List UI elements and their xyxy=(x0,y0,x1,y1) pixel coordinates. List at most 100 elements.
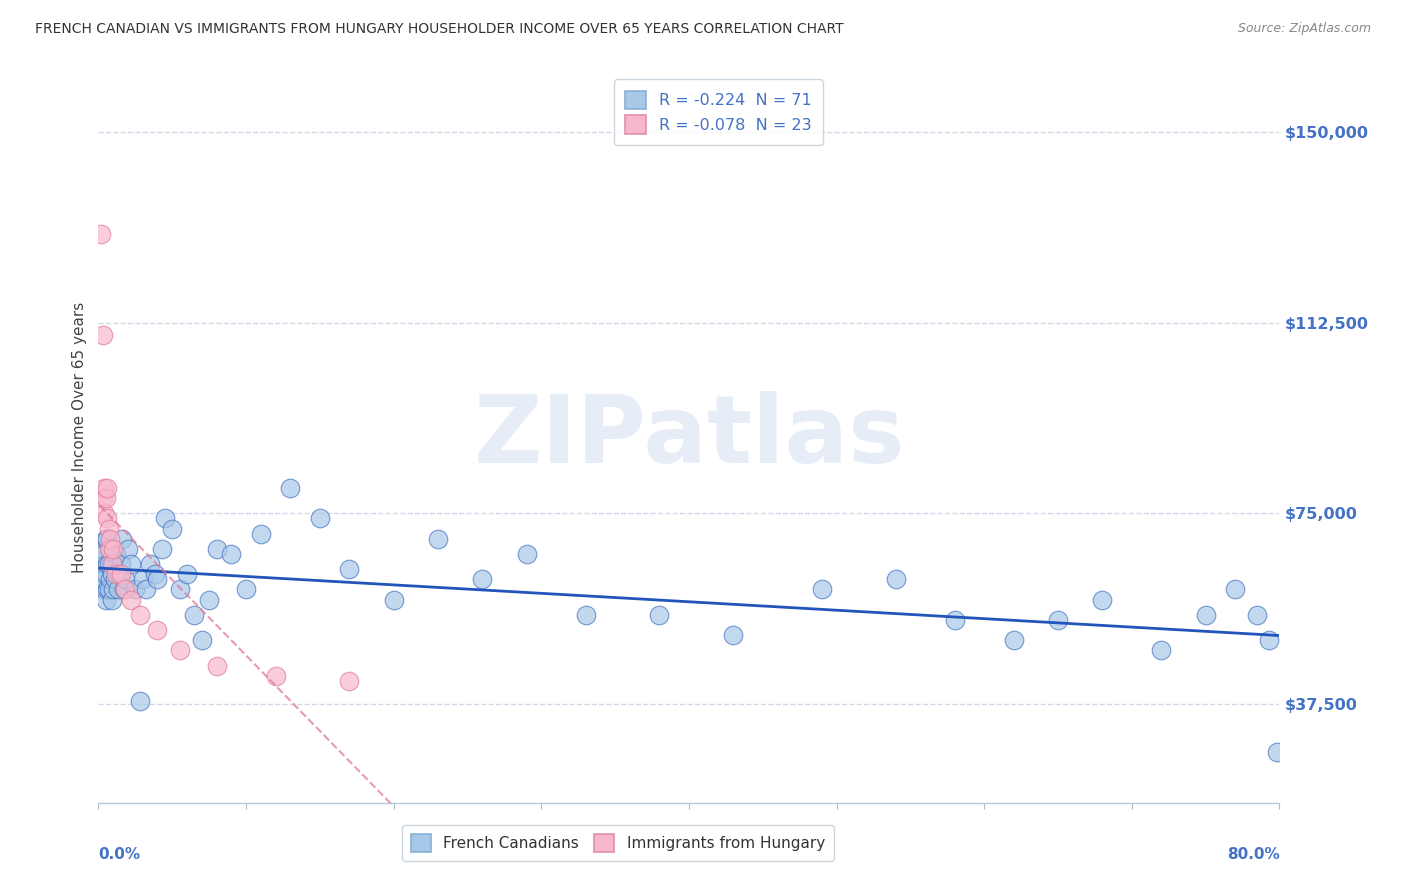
Point xyxy=(264,669,287,683)
Point xyxy=(221,547,243,561)
Text: FRENCH CANADIAN VS IMMIGRANTS FROM HUNGARY HOUSEHOLDER INCOME OVER 65 YEARS CORR: FRENCH CANADIAN VS IMMIGRANTS FROM HUNGA… xyxy=(35,22,844,37)
Point xyxy=(280,481,302,495)
Point xyxy=(105,567,128,582)
Point xyxy=(96,557,118,571)
Point xyxy=(96,481,118,495)
Point xyxy=(104,572,127,586)
Point xyxy=(98,532,121,546)
Point xyxy=(150,541,173,556)
Point xyxy=(98,541,121,556)
Point xyxy=(1195,607,1218,622)
Point xyxy=(205,658,228,673)
Point xyxy=(191,633,214,648)
Point xyxy=(100,567,122,582)
Point xyxy=(810,582,832,597)
Point xyxy=(124,582,146,597)
Point xyxy=(94,491,117,505)
Point xyxy=(250,526,273,541)
Text: ZIPatlas: ZIPatlas xyxy=(474,391,904,483)
Point xyxy=(132,572,155,586)
Point xyxy=(120,557,142,571)
Point xyxy=(146,623,169,637)
Point xyxy=(339,562,361,576)
Point xyxy=(575,607,598,622)
Point xyxy=(103,541,125,556)
Point xyxy=(205,541,228,556)
Point xyxy=(107,582,129,597)
Point xyxy=(339,673,361,688)
Point xyxy=(146,572,169,586)
Point xyxy=(427,532,450,546)
Point xyxy=(97,557,120,571)
Point xyxy=(96,532,118,546)
Point xyxy=(97,582,120,597)
Point xyxy=(91,328,114,343)
Point xyxy=(94,532,117,546)
Text: 0.0%: 0.0% xyxy=(98,847,141,862)
Point xyxy=(114,572,136,586)
Point xyxy=(97,541,120,556)
Point xyxy=(235,582,257,597)
Point xyxy=(1246,607,1268,622)
Point xyxy=(108,567,131,582)
Point xyxy=(114,582,136,597)
Legend: French Canadians, Immigrants from Hungary: French Canadians, Immigrants from Hungar… xyxy=(402,825,834,861)
Point xyxy=(100,557,122,571)
Point xyxy=(162,521,183,535)
Point xyxy=(93,506,115,520)
Point xyxy=(1046,613,1070,627)
Point xyxy=(648,607,671,622)
Point xyxy=(723,628,745,642)
Point xyxy=(96,582,118,597)
Point xyxy=(97,521,120,535)
Point xyxy=(176,567,198,582)
Point xyxy=(884,572,907,586)
Point xyxy=(112,582,135,597)
Point xyxy=(1258,633,1281,648)
Point xyxy=(105,547,128,561)
Point xyxy=(98,572,121,586)
Point xyxy=(139,557,162,571)
Point xyxy=(93,481,115,495)
Point xyxy=(91,557,114,571)
Point xyxy=(90,227,112,241)
Point xyxy=(143,567,166,582)
Point xyxy=(120,592,142,607)
Point xyxy=(135,582,157,597)
Point xyxy=(516,547,538,561)
Point xyxy=(169,582,191,597)
Point xyxy=(183,607,205,622)
Point xyxy=(91,491,114,505)
Point xyxy=(943,613,966,627)
Point xyxy=(94,592,117,607)
Point xyxy=(103,582,125,597)
Point xyxy=(1265,745,1288,759)
Point xyxy=(94,567,117,582)
Point xyxy=(153,511,176,525)
Point xyxy=(128,694,150,708)
Point xyxy=(471,572,494,586)
Point xyxy=(1002,633,1025,648)
Point xyxy=(198,592,221,607)
Point xyxy=(96,511,118,525)
Text: Source: ZipAtlas.com: Source: ZipAtlas.com xyxy=(1237,22,1371,36)
Point xyxy=(110,567,132,582)
Point xyxy=(1150,643,1173,657)
Point xyxy=(309,511,332,525)
Point xyxy=(93,572,115,586)
Point xyxy=(169,643,191,657)
Point xyxy=(117,541,139,556)
Y-axis label: Householder Income Over 65 years: Householder Income Over 65 years xyxy=(72,301,87,573)
Point xyxy=(1091,592,1114,607)
Point xyxy=(111,532,134,546)
Point xyxy=(110,557,132,571)
Point xyxy=(382,592,405,607)
Point xyxy=(91,541,114,556)
Text: 80.0%: 80.0% xyxy=(1226,847,1279,862)
Point xyxy=(100,592,122,607)
Point xyxy=(93,547,115,561)
Point xyxy=(90,572,112,586)
Point xyxy=(1225,582,1247,597)
Point xyxy=(128,607,150,622)
Point xyxy=(91,582,114,597)
